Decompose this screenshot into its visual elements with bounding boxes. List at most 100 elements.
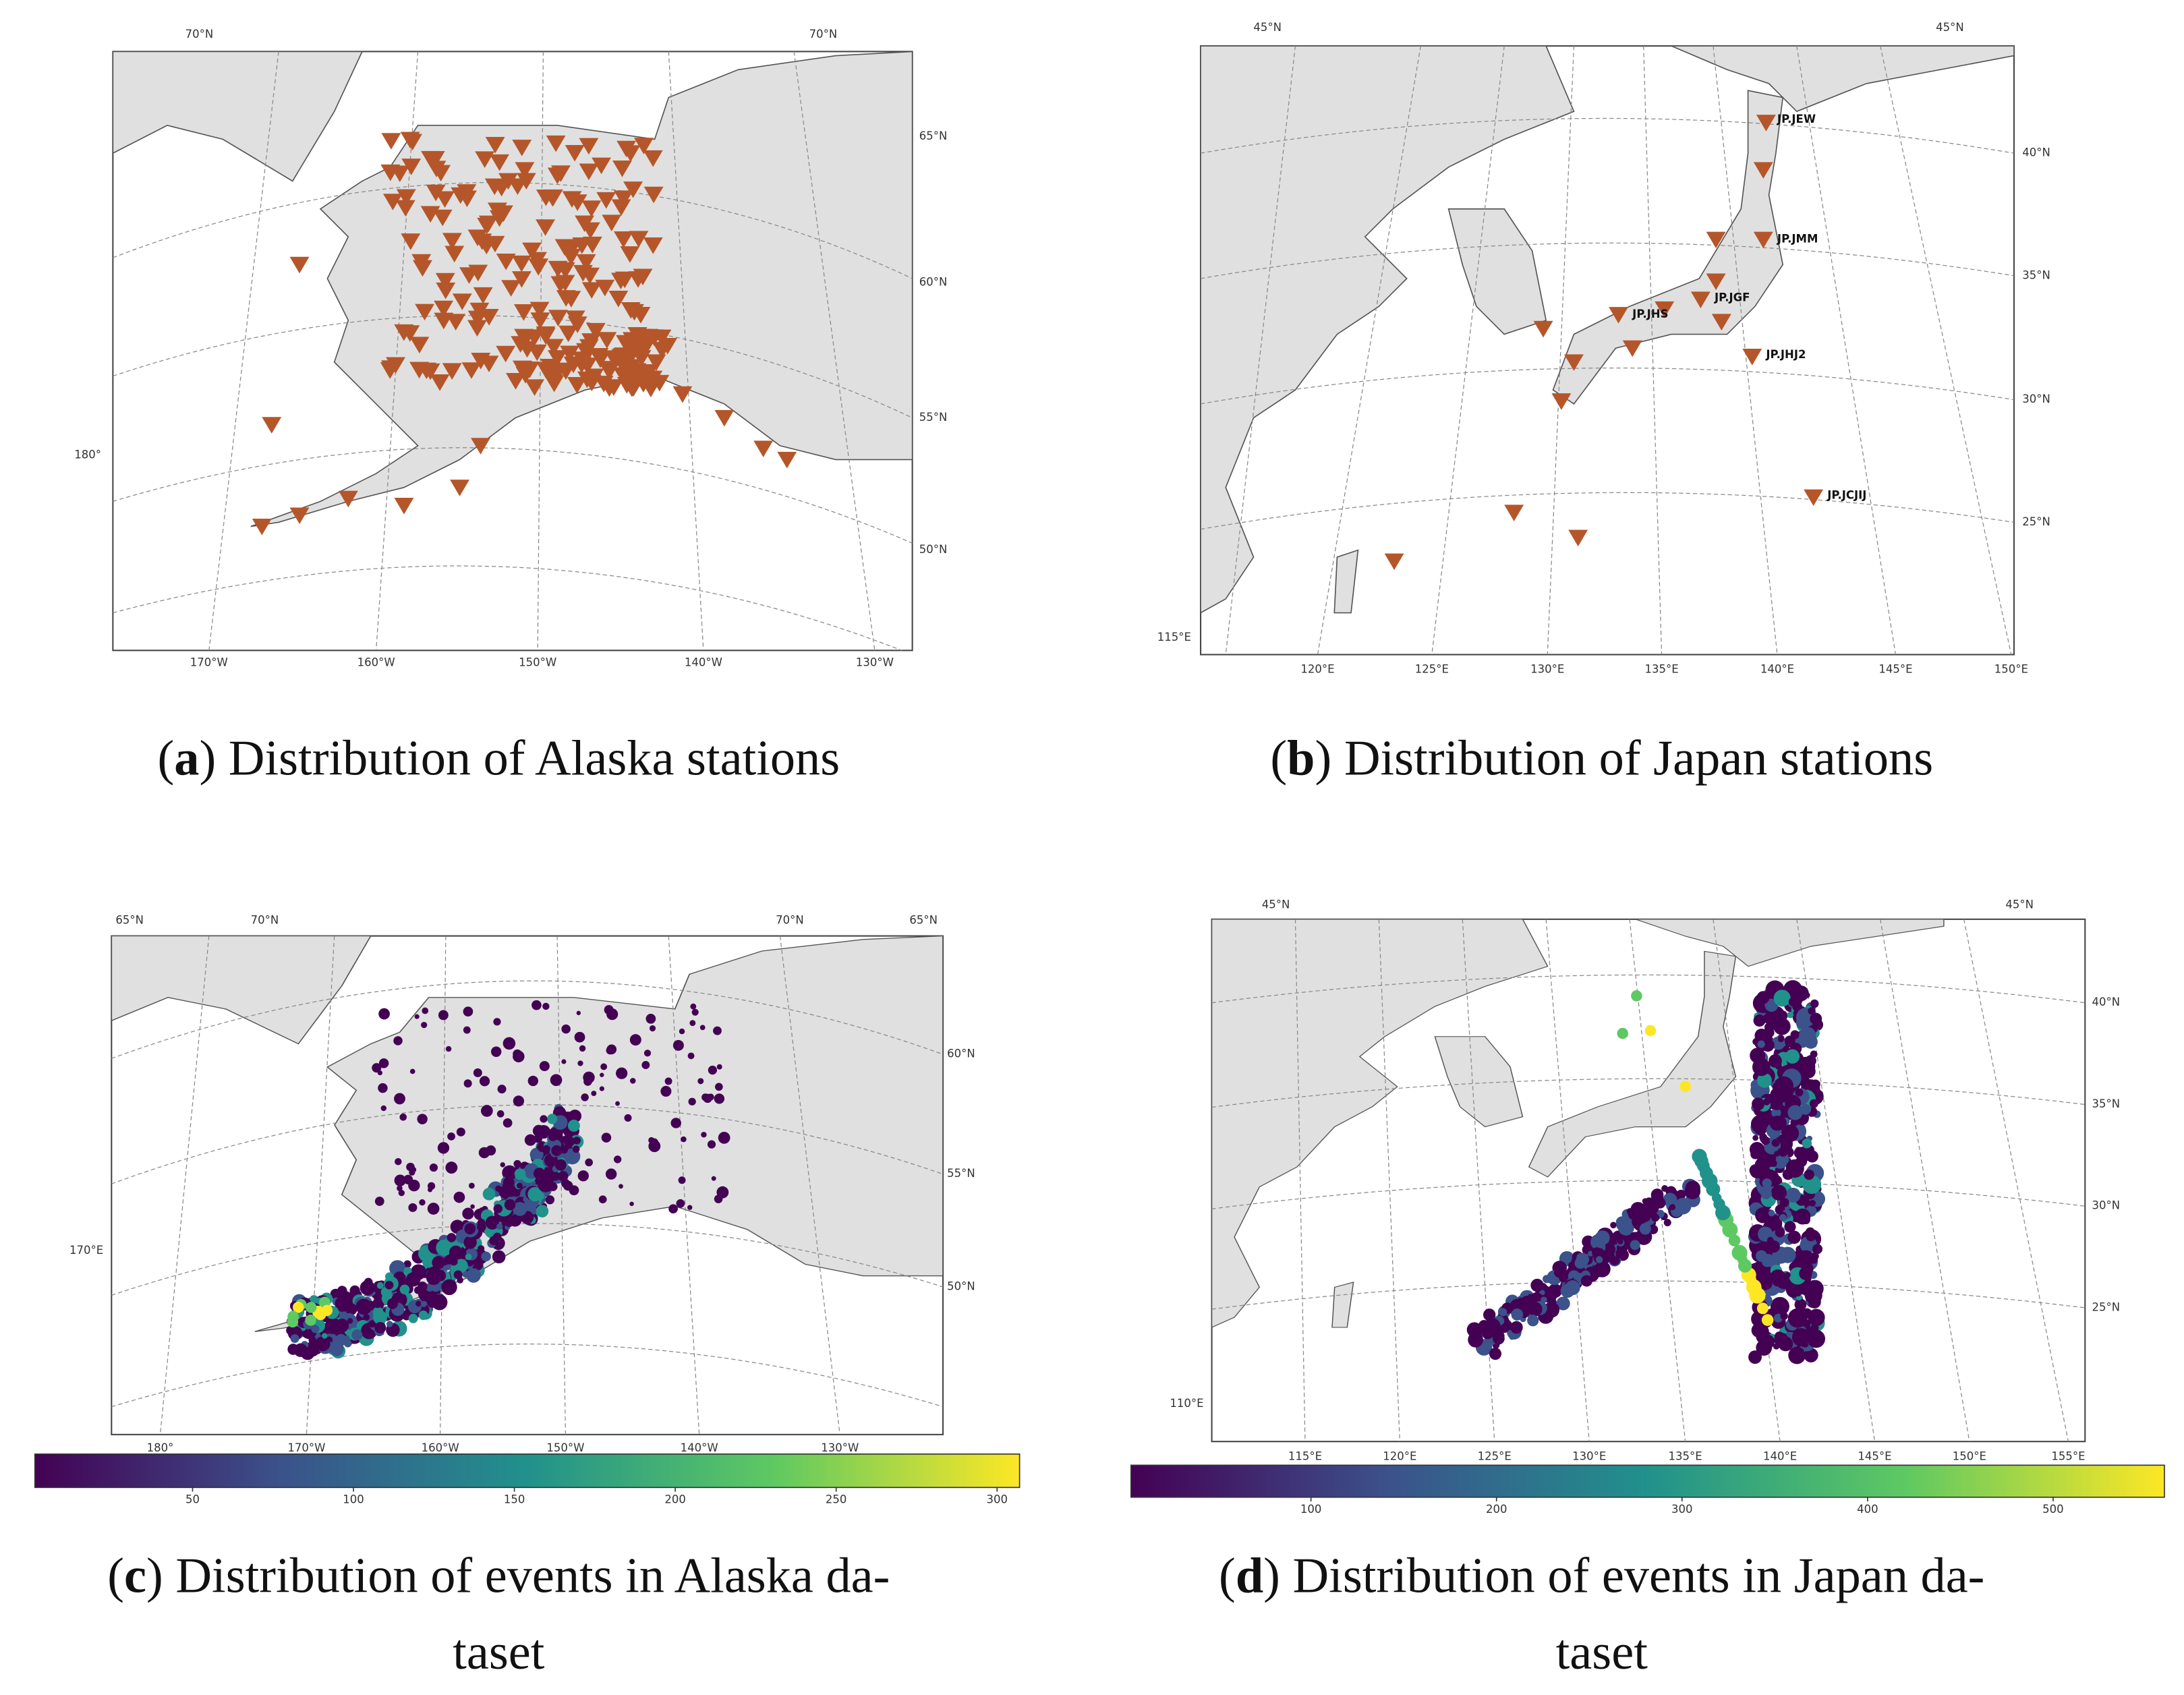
map-label: 65°N (115, 913, 144, 926)
event (1804, 1067, 1812, 1075)
event (572, 1145, 580, 1153)
event (502, 1118, 513, 1128)
event (1753, 1014, 1766, 1027)
event (670, 1118, 681, 1128)
event (1802, 1308, 1812, 1319)
event (1639, 1223, 1651, 1235)
event (426, 1269, 441, 1286)
map-label: 125°E (1478, 1449, 1512, 1462)
event (1543, 1302, 1560, 1318)
station (565, 144, 585, 162)
map-label: 30°N (2092, 1199, 2120, 1212)
event (604, 1005, 614, 1015)
event (496, 1110, 505, 1118)
event (290, 1334, 299, 1343)
event (576, 1010, 581, 1016)
station (1533, 320, 1553, 338)
caption: taset (1556, 1625, 1648, 1680)
event (1785, 1049, 1800, 1064)
station (485, 136, 505, 154)
event (564, 1136, 575, 1147)
event (1574, 1257, 1586, 1269)
station (604, 350, 624, 367)
event (1760, 1112, 1770, 1121)
event (645, 1014, 656, 1024)
event (1806, 1231, 1816, 1242)
event (478, 1147, 490, 1159)
event (456, 1127, 465, 1137)
map-label: 40°N (2022, 146, 2050, 159)
event (447, 1233, 457, 1242)
event (403, 1267, 412, 1275)
caption-run: ) Distribution of Alaska stations (199, 731, 840, 786)
event (1781, 1124, 1799, 1143)
station (430, 374, 450, 391)
event (532, 1124, 545, 1137)
event (287, 1311, 299, 1323)
event (516, 1182, 523, 1189)
event (403, 1174, 413, 1184)
station (516, 173, 536, 190)
event (315, 1336, 331, 1352)
station (262, 417, 282, 434)
event (1761, 1136, 1771, 1145)
event (453, 1270, 463, 1280)
event (384, 1280, 394, 1290)
station (450, 480, 469, 496)
event (1810, 1079, 1820, 1089)
map-label: 70°N (809, 28, 838, 40)
event (701, 1093, 710, 1101)
station (536, 189, 556, 206)
station (512, 140, 532, 156)
station (546, 135, 566, 152)
event (1787, 1230, 1801, 1244)
event (378, 1008, 390, 1020)
station (622, 380, 642, 397)
event (409, 1169, 415, 1176)
map-label: 70°N (251, 913, 279, 926)
event (1499, 1323, 1510, 1333)
station (579, 138, 599, 155)
event (399, 1113, 407, 1121)
station (753, 440, 774, 457)
event (615, 1101, 620, 1106)
map-label: 40°N (2092, 996, 2120, 1008)
event (598, 1195, 607, 1204)
event (1758, 1303, 1768, 1314)
station (501, 280, 521, 297)
event (1785, 1272, 1791, 1278)
station (613, 190, 633, 207)
event (1663, 1193, 1677, 1207)
event (305, 1302, 317, 1313)
event (1628, 1207, 1640, 1220)
station (652, 329, 672, 347)
station (620, 246, 640, 263)
station (595, 279, 615, 297)
event (524, 1134, 536, 1146)
event (1742, 1262, 1748, 1269)
event (1790, 1030, 1800, 1039)
event (1787, 1105, 1803, 1120)
station (581, 282, 602, 299)
event (1760, 1188, 1772, 1199)
event (660, 1085, 672, 1097)
event (1715, 1205, 1731, 1221)
event (613, 1155, 622, 1163)
event (649, 1025, 656, 1032)
event (394, 1093, 405, 1105)
event (551, 1145, 563, 1156)
station (434, 312, 454, 330)
event (1799, 1267, 1812, 1280)
event (408, 1313, 418, 1323)
station (471, 438, 490, 455)
map-label: 130°W (821, 1441, 859, 1454)
event (1752, 1058, 1771, 1076)
event (425, 1283, 434, 1292)
station (436, 282, 456, 299)
station (562, 191, 582, 208)
station (452, 293, 472, 310)
event (1806, 1253, 1814, 1261)
station (498, 173, 518, 190)
event (490, 1046, 502, 1057)
event (534, 1134, 543, 1143)
